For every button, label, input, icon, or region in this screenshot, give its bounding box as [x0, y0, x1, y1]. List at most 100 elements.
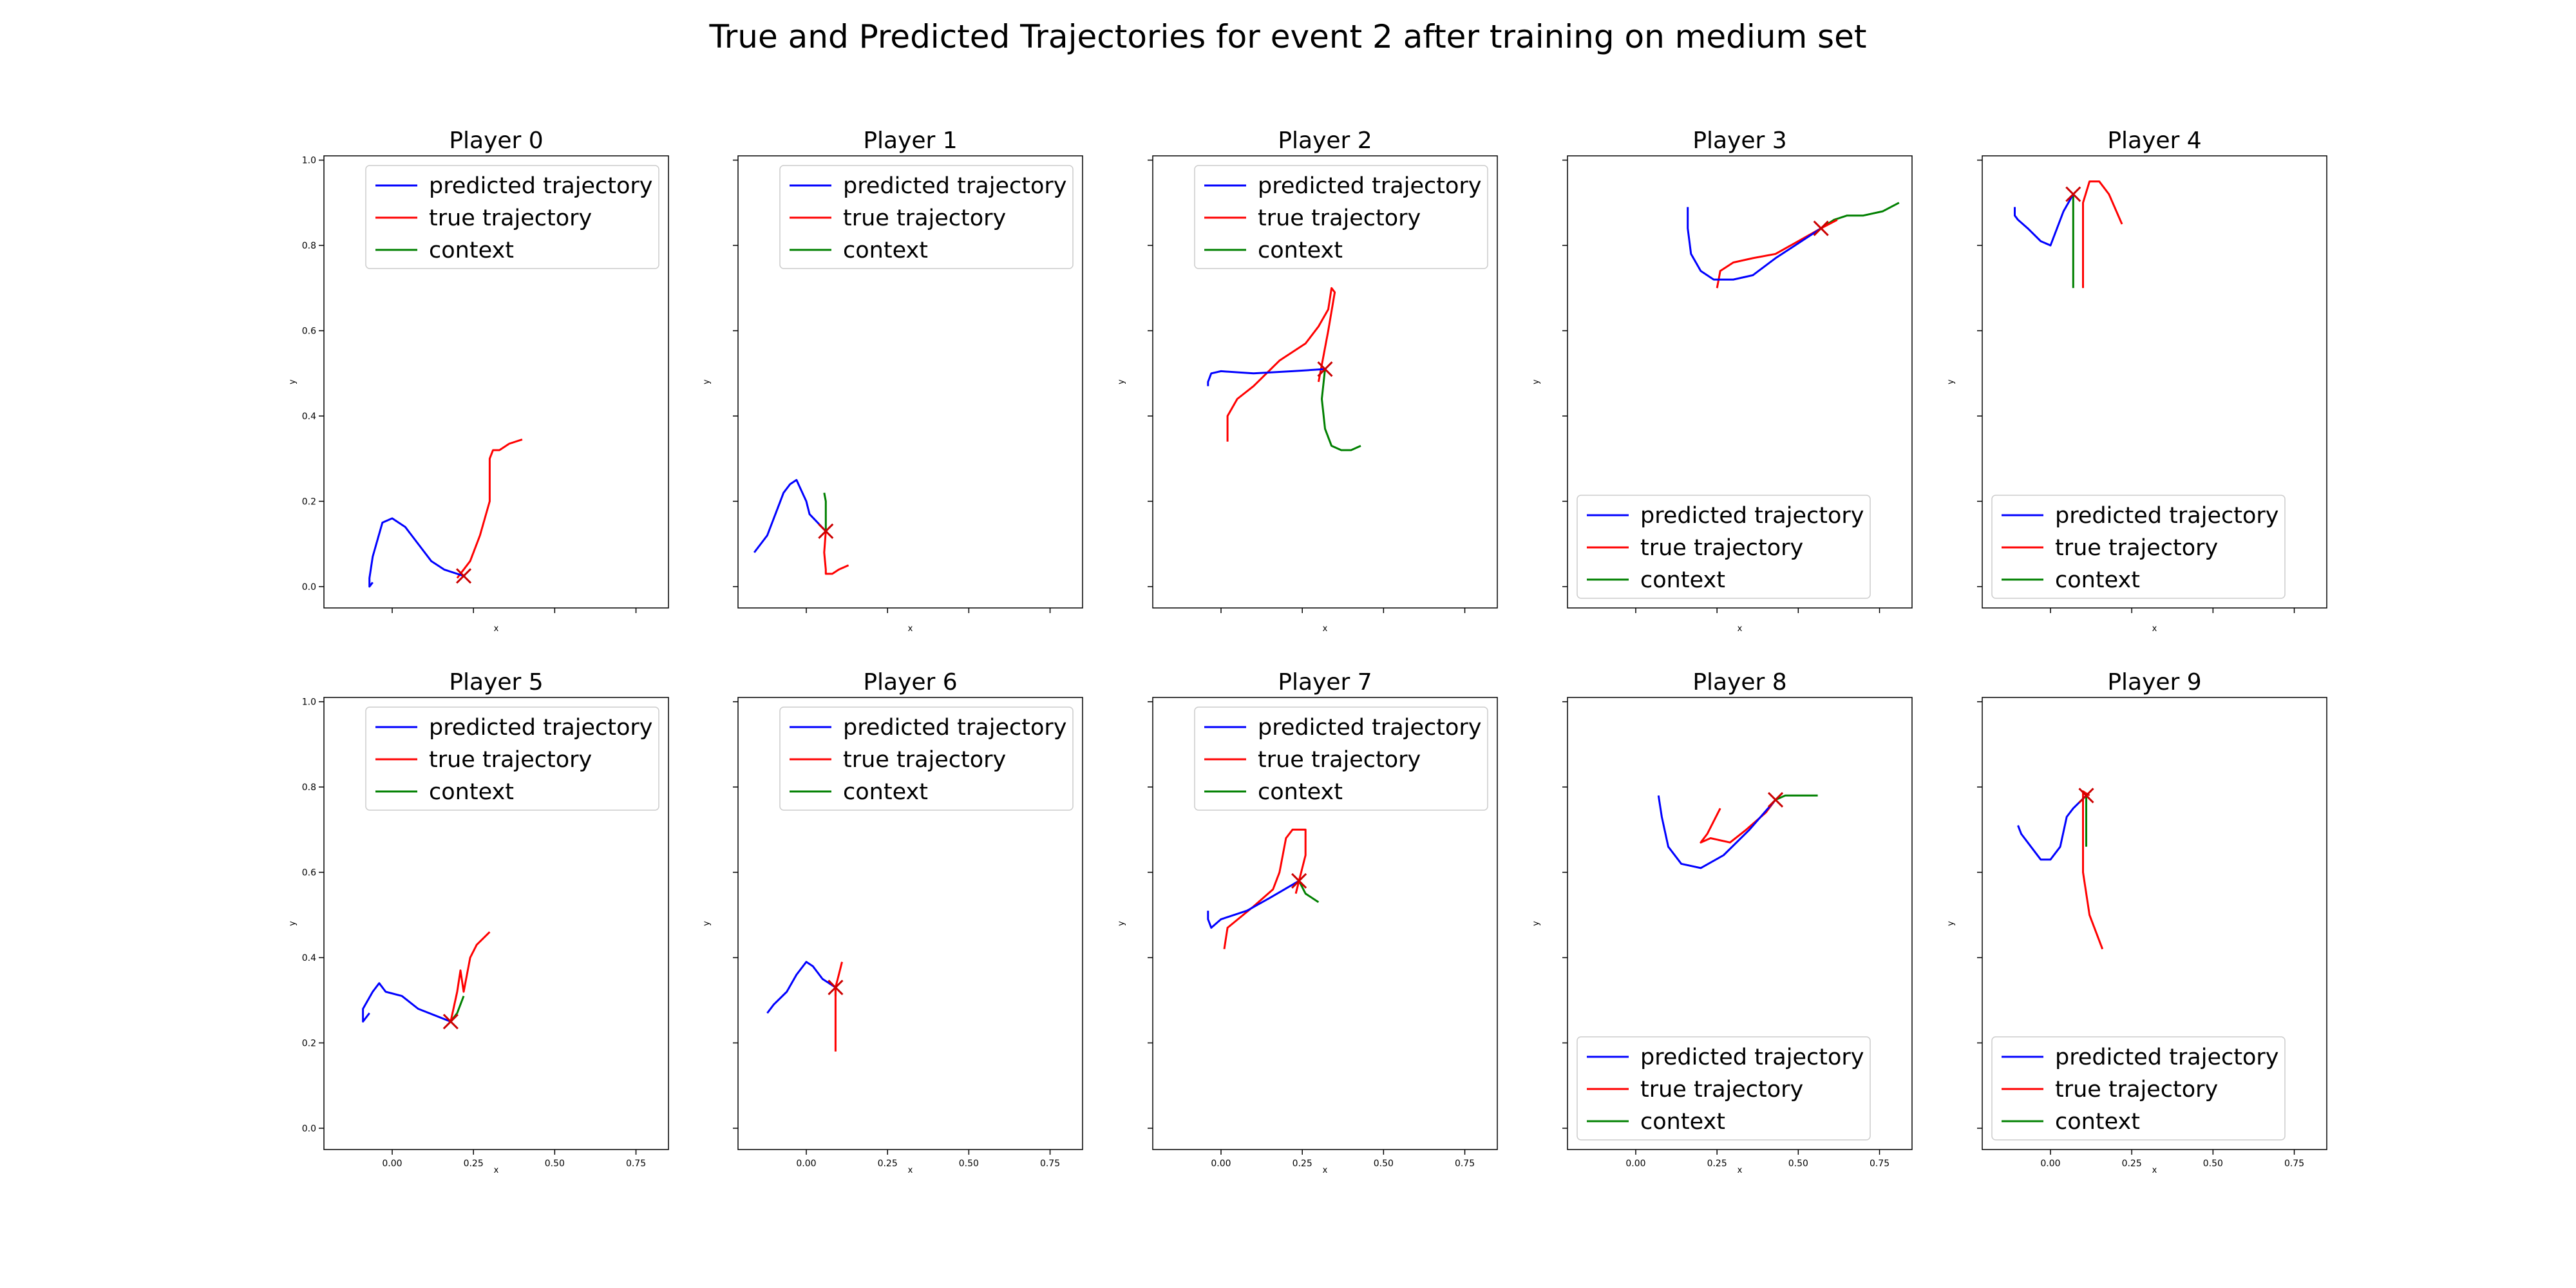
legend-label-true: true trajectory: [2055, 535, 2218, 561]
legend: predicted trajectory true trajectory conte…: [1991, 495, 2286, 599]
legend: predicted trajectory true trajectory conte…: [365, 706, 659, 811]
axes-frame: [737, 697, 1083, 1150]
y-tick-label: 0.6: [302, 868, 316, 878]
legend-label-context: context: [1258, 238, 1343, 263]
x-tick-label: 0.75: [626, 1159, 646, 1169]
legend: predicted trajectory true trajectory conte…: [1194, 165, 1488, 269]
legend-label-true: true trajectory: [2055, 1077, 2218, 1103]
x-tick-label: 0.75: [1040, 1159, 1060, 1169]
x-tick-label: 0.25: [464, 1159, 484, 1169]
legend-label-predicted: predicted trajectory: [843, 173, 1066, 199]
y-tick-label: 0.0: [302, 582, 316, 592]
legend-label-predicted: predicted trajectory: [2055, 503, 2278, 529]
legend-label-predicted: predicted trajectory: [429, 715, 652, 741]
subplot-title: Player 9: [2107, 669, 2201, 696]
x-tick-label: 0.75: [1455, 1159, 1475, 1169]
y-tick-label: 0.4: [302, 412, 316, 422]
subplot-player-8: Player 8 0.00 0.25 0.50 0.75 x y predicted traj…: [1531, 669, 1913, 1175]
plot-area: [753, 478, 849, 575]
y-axis-label: y: [1531, 921, 1541, 926]
plot-area: [362, 931, 491, 1030]
plot-area: [1657, 791, 1818, 869]
axes-frame: [1982, 697, 2327, 1150]
true-trajectory-line: [834, 961, 843, 1052]
y-axis-label: y: [1946, 379, 1956, 384]
context-line: [1298, 880, 1320, 904]
true-trajectory-line: [1226, 287, 1336, 442]
x-tick-label: 0.00: [382, 1159, 402, 1169]
legend-label-true: true trajectory: [843, 747, 1006, 773]
x-axis-label: x: [2152, 624, 2157, 634]
legend-label-predicted: predicted trajectory: [1640, 1045, 1864, 1070]
predicted-trajectory-line: [2014, 193, 2074, 247]
start-marker: [442, 1014, 459, 1030]
subplot-player-0: Player 0 0.0 0.2 0.4 0.6 0.8 1.0 x y predicted tr…: [288, 128, 669, 634]
subplot-player-6: Player 6 0.00 0.25 0.50 0.75 x y predicted traj…: [702, 669, 1083, 1175]
subplot-title: Player 4: [2107, 128, 2201, 154]
true-trajectory-line: [450, 931, 491, 1022]
x-axis-label: x: [2152, 1166, 2157, 1175]
x-axis-label: x: [908, 1166, 913, 1175]
subplot-title: Player 7: [1278, 669, 1372, 696]
axes-frame: [737, 155, 1083, 609]
legend-box: [1194, 706, 1488, 811]
start-marker: [455, 568, 472, 584]
x-axis-label: x: [1323, 1166, 1328, 1175]
x-tick-label: 0.50: [545, 1159, 565, 1169]
y-tick-label: 0.2: [302, 497, 316, 507]
x-tick-label: 0.50: [1374, 1159, 1394, 1169]
x-tick-label: 0.25: [878, 1159, 898, 1169]
y-tick-label: 1.0: [302, 697, 316, 708]
legend-label-predicted: predicted trajectory: [1258, 715, 1481, 741]
y-axis-label: y: [1117, 379, 1126, 384]
start-marker: [1767, 791, 1784, 808]
axes-frame: [323, 155, 669, 609]
legend: predicted trajectory true trajectory conte…: [1194, 706, 1488, 811]
axes-frame: [1982, 155, 2327, 609]
x-tick-label: 0.25: [2122, 1159, 2142, 1169]
subplot-player-1: Player 1 x y predicted trajectory true traje…: [702, 128, 1083, 634]
axes-frame: [323, 697, 669, 1150]
y-axis-label: y: [702, 921, 712, 926]
legend-label-context: context: [429, 238, 514, 263]
x-tick-label: 0.50: [2203, 1159, 2223, 1169]
legend-label-true: true trajectory: [1640, 535, 1803, 561]
legend-box: [1991, 495, 2286, 599]
y-tick-label: 0.4: [302, 953, 316, 963]
predicted-trajectory-line: [1687, 207, 1822, 281]
legend-box: [1194, 165, 1488, 269]
subplot-title: Player 8: [1692, 669, 1786, 696]
legend-label-true: true trajectory: [1258, 747, 1421, 773]
x-tick-label: 0.00: [2040, 1159, 2060, 1169]
start-marker: [828, 980, 844, 996]
legend-label-true: true trajectory: [1258, 205, 1421, 231]
plot-area: [368, 438, 523, 588]
start-marker: [1291, 873, 1307, 889]
context-line: [1820, 202, 1900, 229]
y-tick-label: 0.6: [302, 327, 316, 337]
legend-label-predicted: predicted trajectory: [1640, 503, 1864, 529]
y-axis-label: y: [702, 379, 712, 384]
legend: predicted trajectory true trajectory conte…: [1577, 1036, 1871, 1141]
legend-label-context: context: [1640, 1109, 1725, 1135]
subplot-player-3: Player 3 x y predicted trajectory true traje…: [1531, 128, 1913, 634]
legend-label-context: context: [1640, 567, 1725, 593]
plot-area: [1207, 287, 1361, 451]
x-tick-label: 0.25: [1707, 1159, 1727, 1169]
predicted-trajectory-line: [1207, 368, 1325, 386]
predicted-trajectory-line: [1657, 795, 1777, 869]
legend-label-context: context: [1258, 779, 1343, 805]
legend-label-predicted: predicted trajectory: [1258, 173, 1481, 199]
start-marker: [818, 523, 834, 539]
context-line: [823, 492, 827, 531]
y-tick-label: 0.0: [302, 1124, 316, 1134]
legend-label-context: context: [2055, 1109, 2140, 1135]
legend-label-context: context: [429, 779, 514, 805]
legend-box: [1577, 495, 1871, 599]
predicted-trajectory-line: [362, 982, 451, 1023]
x-tick-label: 0.00: [1625, 1159, 1645, 1169]
legend-label-predicted: predicted trajectory: [429, 173, 652, 199]
true-trajectory-line: [2082, 180, 2123, 289]
subplot-player-7: Player 7 0.00 0.25 0.50 0.75 x y predicted traj…: [1117, 669, 1498, 1175]
subplot-title: Player 6: [863, 669, 957, 696]
